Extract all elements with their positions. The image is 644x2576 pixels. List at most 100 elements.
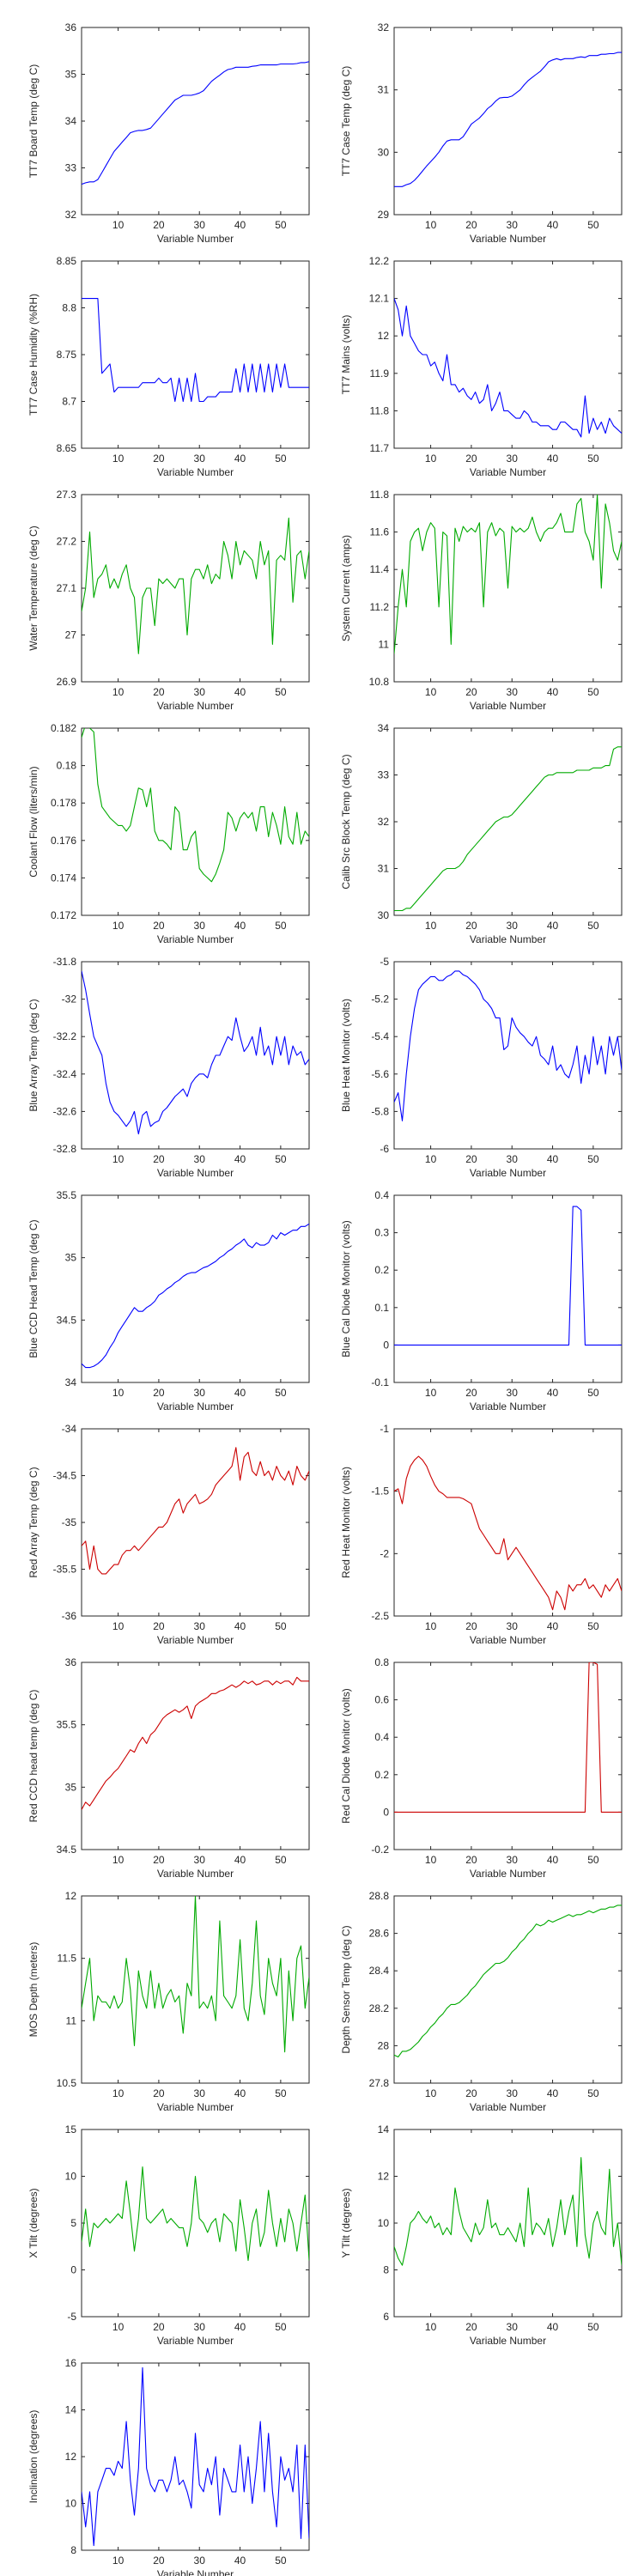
- y-axis-label: Depth Sensor Temp (deg C): [340, 1925, 352, 2053]
- y-axis-label: Calib Src Block Temp (deg C): [340, 754, 352, 889]
- x-tick-label: 30: [194, 1620, 206, 1632]
- y-tick-label: 0.8: [374, 1656, 389, 1668]
- x-tick-label: 30: [507, 219, 519, 231]
- y-tick-label: 36: [65, 1656, 77, 1668]
- y-tick-label: -34: [62, 1423, 77, 1435]
- y-tick-label: 28.4: [369, 1965, 390, 1977]
- y-tick-label: 30: [378, 909, 390, 921]
- y-tick-label: 36: [65, 21, 77, 33]
- x-tick-label: 10: [425, 1854, 437, 1866]
- x-axis-label: Variable Number: [157, 1634, 234, 1646]
- x-tick-label: 50: [275, 453, 287, 465]
- y-tick-label: 14: [65, 2404, 77, 2416]
- y-tick-label: 0.18: [57, 760, 77, 772]
- y-tick-label: -32.2: [53, 1030, 77, 1042]
- plot-frame: [393, 1428, 623, 1617]
- plot-frame: [393, 727, 623, 916]
- y-tick-label: 12: [378, 330, 390, 342]
- x-tick-label: 50: [275, 2321, 287, 2333]
- y-axis-label: Blue Heat Monitor (volts): [340, 999, 352, 1112]
- x-tick-label: 40: [234, 2321, 246, 2333]
- series-line: [82, 2166, 309, 2262]
- chart-panel-3: 10 20 30 40 50 8.65 8.7 8.75 8.8 8.85 Variable Num…: [27, 255, 310, 478]
- x-tick-label: 20: [465, 2321, 477, 2333]
- x-tick-label: 20: [465, 1153, 477, 1165]
- y-tick-label: 0.6: [374, 1694, 389, 1706]
- x-tick-label: 20: [153, 1387, 165, 1399]
- plot-frame: [393, 1662, 623, 1850]
- x-axis-label: Variable Number: [470, 1634, 546, 1646]
- x-tick-label: 50: [275, 1620, 287, 1632]
- y-axis-label: MOS Depth (meters): [27, 1942, 39, 2038]
- plot-frame: [393, 260, 623, 449]
- x-axis-label: Variable Number: [157, 2568, 234, 2576]
- x-tick-label: 50: [587, 1153, 599, 1165]
- x-axis-label: Variable Number: [157, 233, 234, 245]
- y-tick-label: 34: [378, 722, 390, 734]
- x-tick-label: 50: [587, 1854, 599, 1866]
- y-tick-label: -5.6: [371, 1068, 389, 1080]
- y-tick-label: 27.1: [57, 582, 77, 594]
- x-axis-label: Variable Number: [470, 2101, 546, 2113]
- x-tick-label: 50: [275, 1153, 287, 1165]
- series-line: [394, 495, 622, 654]
- y-tick-label: 16: [65, 2357, 77, 2369]
- chart-panel-21: 10 20 30 40 50 8 10 12 14 16 Variable Number Inclin…: [27, 2357, 310, 2576]
- y-tick-label: 27.2: [57, 536, 77, 548]
- x-tick-label: 20: [465, 219, 477, 231]
- y-tick-label: -5.8: [371, 1105, 389, 1117]
- x-tick-label: 10: [425, 1153, 437, 1165]
- y-tick-label: 34: [65, 115, 77, 127]
- x-tick-label: 40: [547, 1387, 559, 1399]
- series-line: [82, 1676, 309, 1810]
- x-tick-label: 10: [112, 1153, 125, 1165]
- y-tick-label: 11: [379, 638, 390, 650]
- plot-frame: [81, 1662, 310, 1850]
- y-tick-label: 31: [378, 863, 390, 875]
- x-tick-label: 30: [507, 1620, 519, 1632]
- plot-frame: [81, 260, 310, 449]
- y-axis-label: Red Cal Diode Monitor (volts): [340, 1688, 352, 1823]
- y-tick-label: 27: [65, 629, 77, 641]
- y-axis-label: Blue Cal Diode Monitor (volts): [340, 1220, 352, 1357]
- y-axis-label: X Tilt (degrees): [27, 2188, 39, 2257]
- y-tick-label: 5: [70, 2217, 76, 2229]
- x-tick-label: 10: [425, 2087, 437, 2099]
- y-tick-label: 12: [65, 2451, 77, 2463]
- x-axis-label: Variable Number: [157, 700, 234, 712]
- y-axis-label: TT7 Board Temp (deg C): [27, 64, 39, 179]
- y-tick-label: -35.5: [53, 1564, 77, 1576]
- y-axis-label: Blue CCD Head Temp (deg C): [27, 1219, 39, 1358]
- x-tick-label: 30: [507, 920, 519, 932]
- series-line: [394, 2157, 622, 2266]
- plot-frame: [81, 961, 310, 1150]
- x-tick-label: 50: [587, 2321, 599, 2333]
- y-tick-label: 0.176: [51, 835, 76, 847]
- x-axis-label: Variable Number: [157, 1400, 234, 1413]
- y-tick-label: 15: [65, 2123, 77, 2136]
- chart-panel-8: 10 20 30 40 50 30 31 32 33 34 Variable Number Calib…: [340, 722, 623, 945]
- x-tick-label: 20: [153, 453, 165, 465]
- x-tick-label: 50: [587, 2087, 599, 2099]
- series-line: [82, 1896, 309, 2053]
- y-tick-label: 0.4: [374, 1189, 389, 1201]
- series-line: [394, 52, 622, 187]
- chart-panel-12: 10 20 30 40 50 -0.1 0 0.1 0.2 0.3 0.4 Variable Numb…: [340, 1189, 623, 1413]
- y-axis-label: TT7 Case Humidity (%RH): [27, 294, 39, 416]
- chart-panel-14: 10 20 30 40 50 -2.5 -2 -1.5 -1 Variable Number Red…: [340, 1423, 623, 1646]
- y-tick-label: -6: [380, 1143, 389, 1155]
- y-tick-label: 12.2: [369, 255, 390, 267]
- x-axis-label: Variable Number: [470, 1400, 546, 1413]
- x-tick-label: 10: [112, 1854, 125, 1866]
- x-tick-label: 30: [194, 453, 206, 465]
- y-tick-label: 0.1: [374, 1302, 389, 1314]
- x-tick-label: 10: [112, 2555, 125, 2567]
- y-tick-label: 11.9: [370, 368, 390, 380]
- plot-frame: [81, 494, 310, 683]
- x-tick-label: 10: [112, 920, 125, 932]
- y-axis-label: Coolant Flow (liters/min): [27, 766, 39, 877]
- x-tick-label: 50: [275, 1387, 287, 1399]
- x-tick-label: 40: [547, 1854, 559, 1866]
- y-tick-label: 8.75: [57, 349, 77, 361]
